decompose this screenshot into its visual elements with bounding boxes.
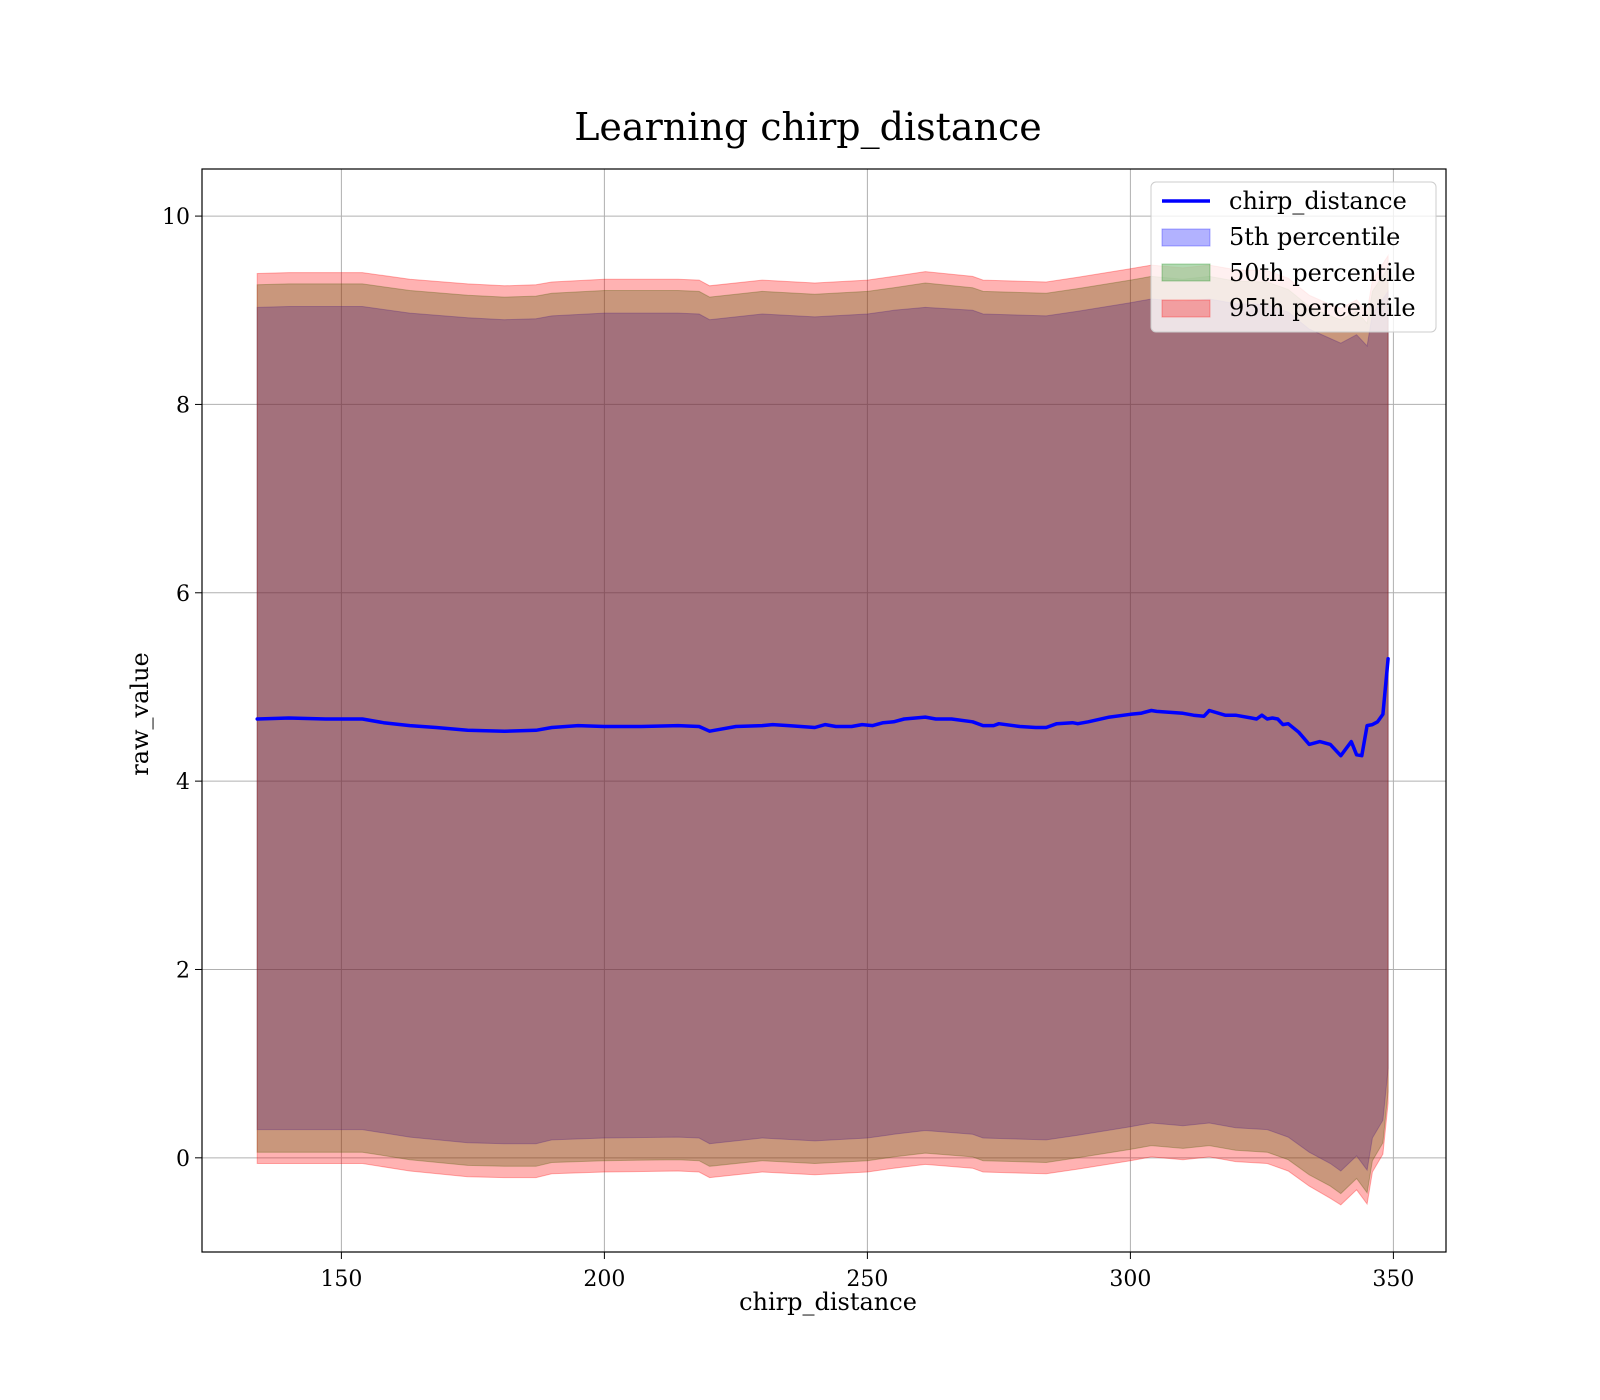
legend-swatch-50th bbox=[1161, 263, 1211, 282]
band-95th bbox=[256, 253, 1389, 1206]
y-tick-label: 4 bbox=[176, 770, 190, 795]
legend-label-line: chirp_distance bbox=[1229, 187, 1407, 215]
legend-label-5th: 5th percentile bbox=[1229, 223, 1400, 251]
legend-swatch-5th bbox=[1161, 228, 1211, 247]
x-tick-label: 350 bbox=[1372, 1267, 1414, 1292]
y-axis-label: raw_value bbox=[126, 652, 154, 776]
line-chirp-distance bbox=[255, 656, 1390, 758]
band-layer bbox=[256, 253, 1389, 1206]
x-axis-ticks: 150 200 250 300 350 bbox=[320, 1252, 1414, 1292]
legend-label-50th: 50th percentile bbox=[1229, 259, 1416, 287]
legend-label-95th: 95th percentile bbox=[1229, 294, 1416, 322]
y-axis-ticks: 0 2 4 6 8 10 bbox=[162, 205, 202, 1172]
band-5th bbox=[256, 289, 1389, 1172]
legend-swatch-95th bbox=[1161, 299, 1211, 318]
y-tick-label: 6 bbox=[176, 582, 190, 607]
y-tick-label: 10 bbox=[162, 205, 190, 230]
x-tick-label: 300 bbox=[1109, 1267, 1151, 1292]
y-tick-label: 8 bbox=[176, 393, 190, 418]
x-axis-label: chirp_distance bbox=[739, 1288, 917, 1316]
y-tick-label: 2 bbox=[176, 958, 190, 983]
x-tick-label: 150 bbox=[320, 1267, 362, 1292]
legend: chirp_distance 5th percentile 50th perce… bbox=[1150, 181, 1437, 333]
plot-frame bbox=[201, 168, 1447, 1253]
line-layer bbox=[255, 656, 1390, 758]
band-50th bbox=[256, 266, 1389, 1195]
x-tick-label: 250 bbox=[846, 1267, 888, 1292]
legend-box bbox=[1150, 181, 1437, 333]
chart-title: Learning chirp_distance bbox=[574, 105, 1042, 150]
y-tick-label: 0 bbox=[176, 1147, 190, 1172]
x-tick-label: 200 bbox=[583, 1267, 625, 1292]
